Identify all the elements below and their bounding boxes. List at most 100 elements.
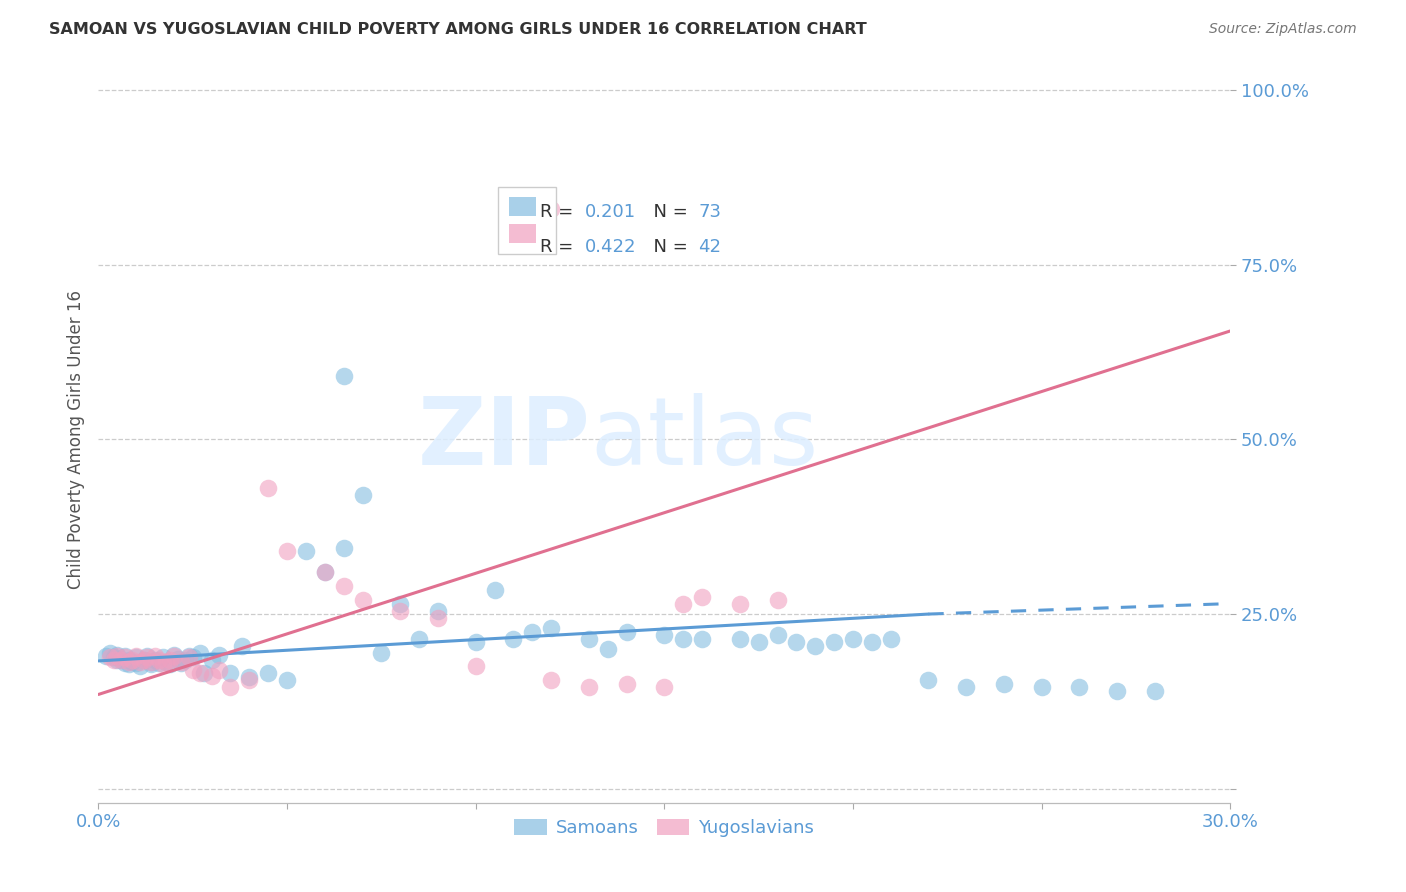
- Point: [408, 632, 430, 646]
- Point: [690, 590, 713, 604]
- Point: [125, 650, 148, 665]
- Point: [143, 648, 166, 663]
- Point: [103, 652, 125, 666]
- Point: [129, 655, 152, 669]
- Point: [114, 656, 136, 670]
- Point: [1069, 681, 1091, 695]
- Point: [314, 565, 336, 579]
- Point: [219, 666, 242, 681]
- Point: [148, 656, 170, 670]
- Point: [484, 582, 506, 597]
- Point: [110, 652, 132, 666]
- Point: [98, 646, 121, 660]
- Point: [117, 655, 139, 669]
- Point: [728, 632, 751, 646]
- Point: [105, 648, 128, 663]
- Point: [177, 650, 200, 665]
- Point: [672, 597, 695, 611]
- Point: [132, 652, 155, 666]
- Point: [152, 650, 174, 665]
- Point: [125, 648, 148, 663]
- Point: [163, 648, 186, 663]
- Point: [389, 603, 412, 617]
- Point: [94, 648, 117, 663]
- Text: Source: ZipAtlas.com: Source: ZipAtlas.com: [1209, 22, 1357, 37]
- Text: 0.201: 0.201: [585, 203, 637, 221]
- Point: [616, 624, 638, 639]
- Point: [389, 597, 412, 611]
- Point: [766, 628, 789, 642]
- Point: [125, 656, 148, 670]
- Point: [148, 652, 170, 666]
- Point: [804, 639, 827, 653]
- Point: [616, 677, 638, 691]
- Point: [219, 681, 242, 695]
- Point: [332, 579, 354, 593]
- Point: [1031, 681, 1053, 695]
- Point: [231, 639, 253, 653]
- Point: [155, 655, 177, 669]
- Point: [174, 652, 197, 666]
- Point: [105, 652, 128, 666]
- Point: [332, 369, 354, 384]
- Point: [880, 632, 903, 646]
- Text: R =: R =: [540, 238, 579, 256]
- Point: [295, 544, 318, 558]
- Point: [193, 666, 215, 681]
- Point: [766, 593, 789, 607]
- Point: [114, 648, 136, 663]
- Text: N =: N =: [641, 203, 693, 221]
- Text: 0.422: 0.422: [585, 238, 637, 256]
- Point: [170, 655, 193, 669]
- Point: [993, 677, 1015, 691]
- Point: [159, 652, 181, 666]
- Point: [208, 648, 231, 662]
- Point: [1107, 684, 1129, 698]
- Point: [155, 655, 177, 669]
- Point: [370, 646, 392, 660]
- Point: [860, 635, 883, 649]
- Point: [276, 673, 298, 688]
- Point: [141, 655, 163, 669]
- Point: [208, 663, 231, 677]
- Point: [170, 656, 193, 670]
- Point: [427, 610, 450, 624]
- Point: [257, 666, 280, 681]
- Point: [129, 659, 152, 673]
- Point: [181, 650, 204, 665]
- Point: [522, 624, 544, 639]
- Text: 73: 73: [699, 203, 721, 221]
- Point: [114, 650, 136, 665]
- Point: [201, 668, 224, 682]
- Point: [596, 642, 619, 657]
- Point: [578, 681, 600, 695]
- Point: [152, 657, 174, 672]
- Point: [177, 648, 200, 663]
- Point: [352, 488, 374, 502]
- Point: [117, 657, 139, 672]
- Point: [332, 541, 354, 555]
- Point: [132, 652, 155, 666]
- Point: [238, 670, 260, 684]
- Y-axis label: Child Poverty Among Girls Under 16: Child Poverty Among Girls Under 16: [66, 290, 84, 589]
- Point: [105, 648, 128, 662]
- Point: [136, 650, 159, 665]
- Point: [121, 652, 143, 666]
- Point: [748, 635, 770, 649]
- Point: [166, 652, 188, 666]
- Point: [110, 652, 132, 666]
- Point: [98, 650, 121, 665]
- Point: [103, 650, 125, 665]
- Point: [188, 666, 211, 681]
- Point: [955, 681, 977, 695]
- Text: atlas: atlas: [591, 393, 820, 485]
- Point: [314, 565, 336, 579]
- Point: [917, 673, 939, 688]
- Point: [540, 673, 562, 688]
- Point: [427, 603, 450, 617]
- Point: [823, 635, 845, 649]
- Point: [464, 659, 486, 673]
- Point: [785, 635, 807, 649]
- Point: [652, 628, 676, 642]
- Point: [276, 544, 298, 558]
